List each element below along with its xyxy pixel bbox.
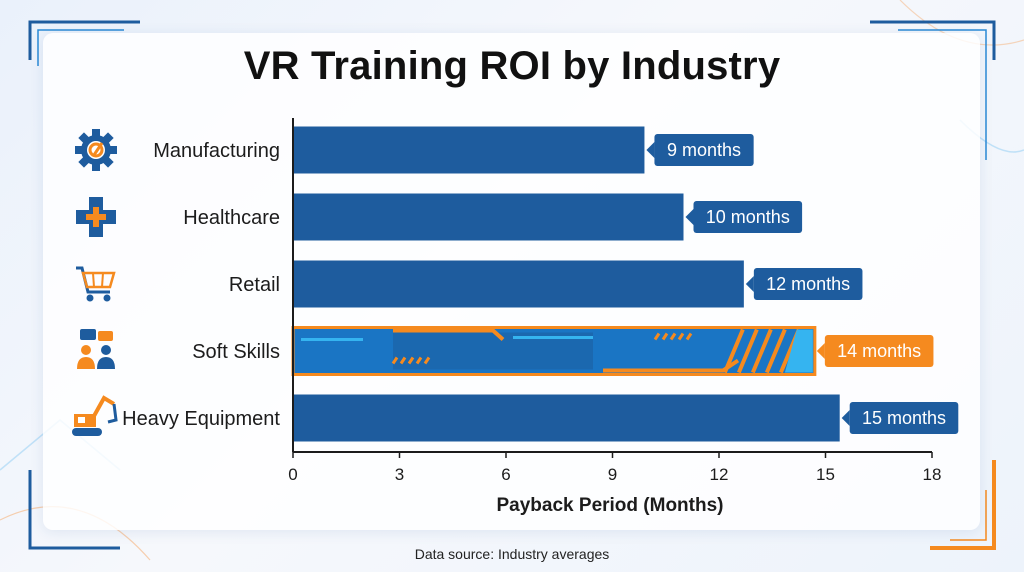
data-label: 15 months bbox=[862, 408, 946, 428]
x-tick-label: 12 bbox=[710, 465, 729, 484]
x-tick-label: 15 bbox=[816, 465, 835, 484]
category-label: Soft Skills bbox=[192, 341, 280, 363]
x-tick-label: 0 bbox=[288, 465, 297, 484]
chat-people-icon bbox=[77, 329, 115, 369]
data-label: 9 months bbox=[667, 140, 741, 160]
x-tick-label: 9 bbox=[608, 465, 617, 484]
x-tick-label: 6 bbox=[501, 465, 510, 484]
x-tick-label: 3 bbox=[395, 465, 404, 484]
data-label-callout: 15 months bbox=[841, 402, 959, 434]
category-label: Manufacturing bbox=[153, 140, 280, 162]
data-label: 14 months bbox=[837, 341, 921, 361]
medical-cross-icon bbox=[76, 197, 116, 237]
data-source-note: Data source: Industry averages bbox=[414, 546, 610, 562]
bar bbox=[293, 193, 684, 241]
bar bbox=[293, 394, 840, 442]
data-label-callout: 9 months bbox=[646, 134, 754, 166]
x-tick-label: 18 bbox=[923, 465, 942, 484]
category-label: Healthcare bbox=[183, 207, 280, 229]
category-label: Retail bbox=[229, 274, 280, 296]
x-axis: 0 3 6 9 12 15 18 bbox=[288, 118, 941, 484]
bar bbox=[293, 260, 744, 308]
data-label-callout: 14 months bbox=[816, 335, 934, 367]
data-label-callout: 12 months bbox=[745, 268, 863, 300]
data-label: 12 months bbox=[766, 274, 850, 294]
data-label: 10 months bbox=[706, 207, 790, 227]
chart-title: VR Training ROI by Industry bbox=[243, 44, 781, 88]
x-axis-title: Payback Period (Months) bbox=[497, 495, 724, 516]
shopping-cart-icon bbox=[76, 266, 116, 302]
excavator-icon bbox=[72, 395, 118, 436]
bars-layer: Manufacturing 9 months Healthcare 10 months… bbox=[122, 126, 959, 442]
bar bbox=[293, 126, 645, 174]
icons-layer bbox=[72, 129, 118, 436]
category-label: Heavy Equipment bbox=[122, 408, 280, 430]
data-label-callout: 10 months bbox=[685, 201, 803, 233]
gear-icon bbox=[75, 129, 117, 171]
bar-highlighted bbox=[291, 326, 817, 376]
